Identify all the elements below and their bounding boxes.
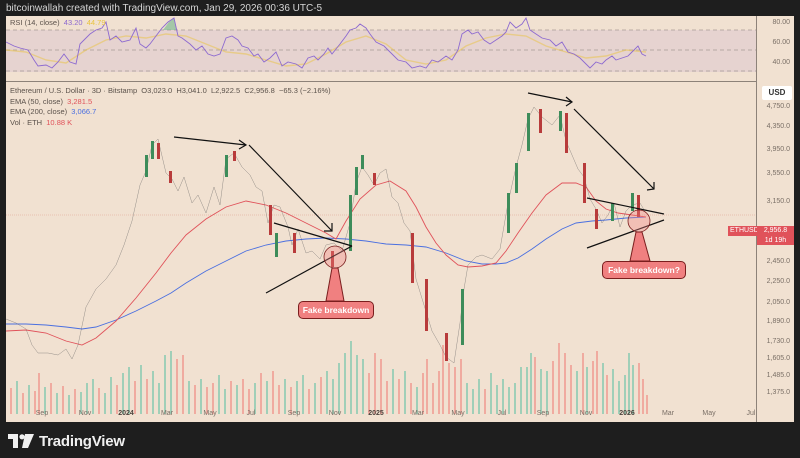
currency-button[interactable]: USD: [762, 86, 792, 100]
current-price-tag: 2,956.8 1d 19h: [757, 226, 794, 245]
price-tick: 1,375.0: [766, 389, 790, 396]
ohlc-high: H3,041.0: [176, 86, 207, 95]
rsi-level-40: 40.00: [772, 59, 790, 66]
rsi-value: 43.20: [63, 18, 83, 27]
ohlc-change: −65.3 (−2.16%): [278, 86, 331, 95]
price-tick: 4,350.0: [766, 123, 790, 130]
price-tick: 3,950.0: [766, 146, 790, 153]
price-tick: 3,150.0: [766, 198, 790, 205]
brand-name: TradingView: [39, 432, 125, 450]
rsi-level-60: 60.00: [772, 39, 790, 46]
time-label: Nov: [579, 410, 593, 417]
ohlc-line: Ethereum / U.S. Dollar · 3D · Bitstamp O…: [10, 86, 331, 97]
chart-credit: bitcoinwallah created with TradingView.c…: [6, 3, 323, 14]
price-tick: 2,250.0: [766, 278, 790, 285]
ema50-label: EMA (50, close): [10, 96, 63, 106]
breakdown-circle-1: [323, 245, 347, 269]
rsi-ma-value: 44.79: [86, 18, 106, 27]
time-label: Sep: [287, 410, 301, 417]
time-label: Sep: [536, 410, 550, 417]
current-price: 2,956.8: [763, 227, 788, 234]
rsi-pane[interactable]: RSI (14, close) 43.20 44.79: [6, 16, 756, 82]
time-label: 2026: [619, 410, 635, 417]
rsi-legend: RSI (14, close) 43.20 44.79: [10, 18, 106, 29]
price-tick: 4,750.0: [766, 103, 790, 110]
price-plot: [6, 92, 756, 414]
time-label: May: [203, 410, 217, 417]
bar-countdown: 1d 19h: [764, 236, 787, 244]
rsi-label: RSI (14, close): [10, 18, 60, 27]
ema200-label: EMA (200, close): [10, 107, 68, 116]
time-label: Nov: [78, 410, 92, 417]
symbol-title: Ethereum / U.S. Dollar · 3D · Bitstamp: [10, 86, 138, 95]
time-label: 2024: [118, 410, 134, 417]
volume-label: Vol · ETH: [10, 117, 43, 127]
price-tick: 1,485.0: [766, 372, 790, 379]
ema50-value: 3,281.5: [67, 96, 93, 106]
time-label: May: [451, 410, 465, 417]
time-label: Jul: [246, 410, 256, 417]
time-label: Jul: [497, 410, 507, 417]
volume-bars: [10, 341, 648, 414]
ema200-legend: EMA (200, close) 3,066.7: [10, 107, 331, 118]
time-label: Mar: [160, 410, 174, 417]
trendlines: [173, 92, 665, 294]
chart-frame: RSI (14, close) 43.20 44.79: [6, 16, 794, 422]
ohlc-close: C2,956.8: [244, 86, 275, 95]
ema200-line: [6, 216, 647, 330]
ema50-line: [6, 180, 647, 346]
symbol-price-tag: ETHUSD: [728, 226, 761, 236]
tradingview-logo[interactable]: TradingView: [8, 431, 125, 451]
price-tick: 2,450.0: [766, 258, 790, 265]
ohlc-open: O3,023.0: [141, 86, 173, 95]
rsi-plot: [6, 16, 756, 72]
volume-value: 10.88 K: [46, 117, 73, 127]
time-label: May: [702, 410, 716, 417]
callout-fake-breakdown: Fake breakdown: [298, 301, 374, 319]
time-label: 2025: [368, 410, 384, 417]
candle-bodies: [145, 109, 640, 361]
time-label: Mar: [661, 410, 675, 417]
price-pane[interactable]: Ethereum / U.S. Dollar · 3D · Bitstamp O…: [6, 83, 756, 414]
breakdown-circle-2: [627, 209, 651, 233]
volume-legend: Vol · ETH 10.88 K: [10, 118, 331, 129]
rsi-level-80: 80.00: [772, 19, 790, 26]
symbol-legend: Ethereum / U.S. Dollar · 3D · Bitstamp O…: [10, 86, 331, 128]
tradingview-logo-icon: [8, 434, 34, 448]
price-tick: 1,730.0: [766, 338, 790, 345]
ohlc-low: L2,922.5: [210, 86, 241, 95]
price-tick: 1,605.0: [766, 355, 790, 362]
callout-fake-breakdown-question: Fake breakdown?: [602, 261, 686, 279]
price-axis[interactable]: 80.00 60.00 40.00 4,750.0 4,350.0 3,950.…: [756, 16, 794, 422]
price-tick: 2,050.0: [766, 299, 790, 306]
price-tick: 3,550.0: [766, 170, 790, 177]
ema50-legend: EMA (50, close) 3,281.5: [10, 97, 331, 108]
time-label: Sep: [35, 410, 49, 417]
time-label: Mar: [411, 410, 425, 417]
time-label: Jul: [746, 410, 756, 417]
time-label: Nov: [328, 410, 342, 417]
ema200-value: 3,066.7: [71, 107, 97, 116]
price-tick: 1,890.0: [766, 318, 790, 325]
